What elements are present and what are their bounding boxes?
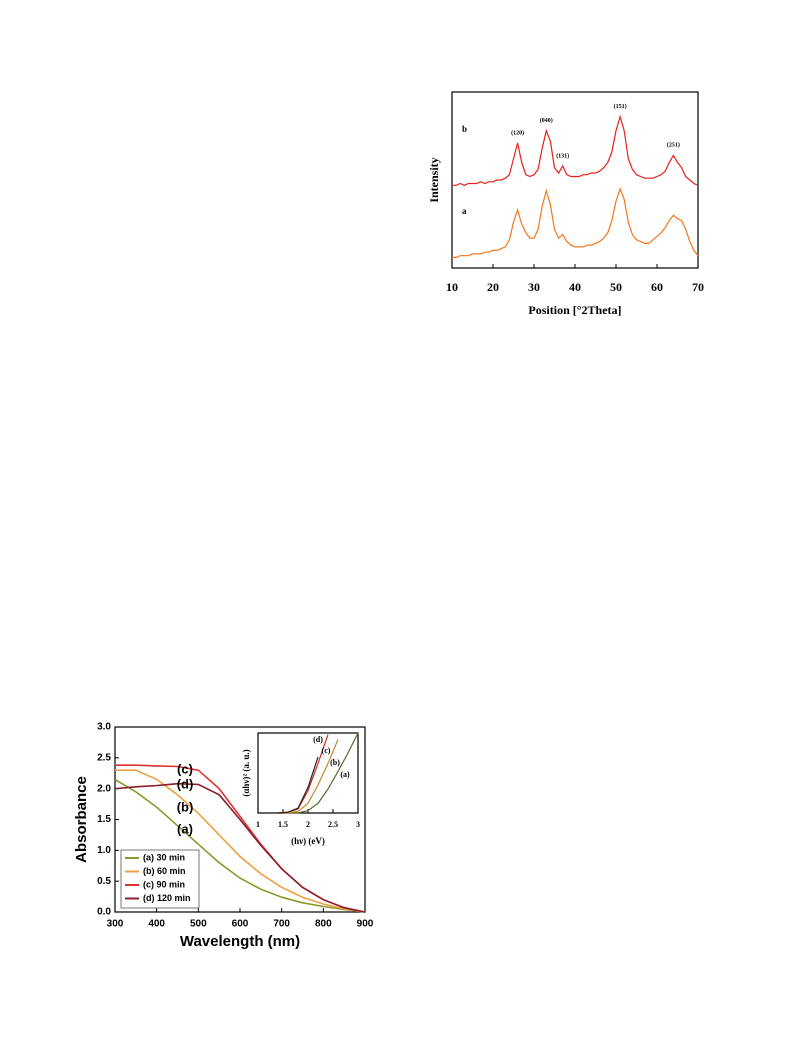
y-tick-label: 0.5 (97, 876, 111, 887)
peak-label: (120) (511, 129, 524, 136)
x-tick-label: 10 (446, 280, 458, 294)
x-axis-label: Wavelength (nm) (180, 933, 300, 950)
peak-label: (131) (556, 152, 569, 159)
curve-label: (a) (340, 770, 350, 779)
curve-label: (b) (330, 758, 340, 767)
x-tick-label: 900 (357, 919, 374, 930)
x-tick-label: 300 (107, 919, 124, 930)
curve-label: (d) (177, 776, 194, 791)
y-tick-label: 1.0 (97, 845, 111, 856)
series-line (115, 769, 366, 913)
curve-label: (c) (322, 746, 331, 755)
x-tick-label: 20 (487, 280, 499, 294)
series-label: b (462, 124, 467, 134)
y-tick-label: 0.0 (97, 907, 111, 918)
x-tick-label: 2.5 (328, 820, 338, 829)
x-tick-label: 70 (692, 280, 704, 294)
legend-label: (a) 30 min (143, 852, 185, 862)
x-tick-label: 700 (273, 919, 290, 930)
plot-frame (451, 91, 699, 269)
y-tick-label: 2.0 (97, 783, 111, 794)
curve-label: (c) (177, 761, 193, 776)
x-tick-label: 600 (232, 919, 249, 930)
x-tick-label: 30 (528, 280, 540, 294)
series-line (452, 114, 699, 186)
series-label: a (462, 206, 467, 216)
x-tick-label: 800 (315, 919, 332, 930)
legend-label: (c) 90 min (143, 879, 185, 889)
series-line (114, 782, 366, 913)
x-tick-label: 60 (651, 280, 663, 294)
y-tick-label: 3.0 (97, 722, 111, 733)
legend-label: (b) 60 min (143, 866, 186, 876)
peak-label: (151) (614, 103, 627, 110)
x-tick-label: 40 (569, 280, 581, 294)
x-tick-label: 500 (190, 919, 207, 930)
y-axis-label: Intensity (427, 157, 441, 202)
series-line (278, 739, 339, 814)
y-tick-label: 1.5 (97, 814, 111, 825)
x-tick-label: 1.5 (278, 820, 288, 829)
x-tick-label: 50 (610, 280, 622, 294)
y-axis-label: (αhν)² (a. u.) (241, 749, 251, 796)
x-axis-label: (hν) (eV) (291, 836, 325, 846)
series-line (114, 778, 366, 913)
x-tick-label: 1 (256, 820, 260, 829)
y-tick-label: 2.5 (97, 752, 111, 763)
y-axis-label: Absorbance (73, 776, 90, 863)
x-tick-label: 3 (356, 820, 360, 829)
x-tick-label: 400 (148, 919, 165, 930)
x-tick-label: 2 (306, 820, 310, 829)
curve-label: (a) (177, 821, 193, 836)
series-line (452, 187, 699, 258)
legend-label: (d) 120 min (143, 893, 191, 903)
x-axis-label: Position [°2Theta] (528, 303, 621, 317)
curve-label: (b) (177, 799, 194, 814)
curve-label: (d) (313, 735, 323, 744)
series-line (277, 756, 319, 814)
peak-label: (251) (667, 142, 680, 149)
series-line (277, 734, 329, 814)
peak-label: (040) (540, 117, 553, 124)
